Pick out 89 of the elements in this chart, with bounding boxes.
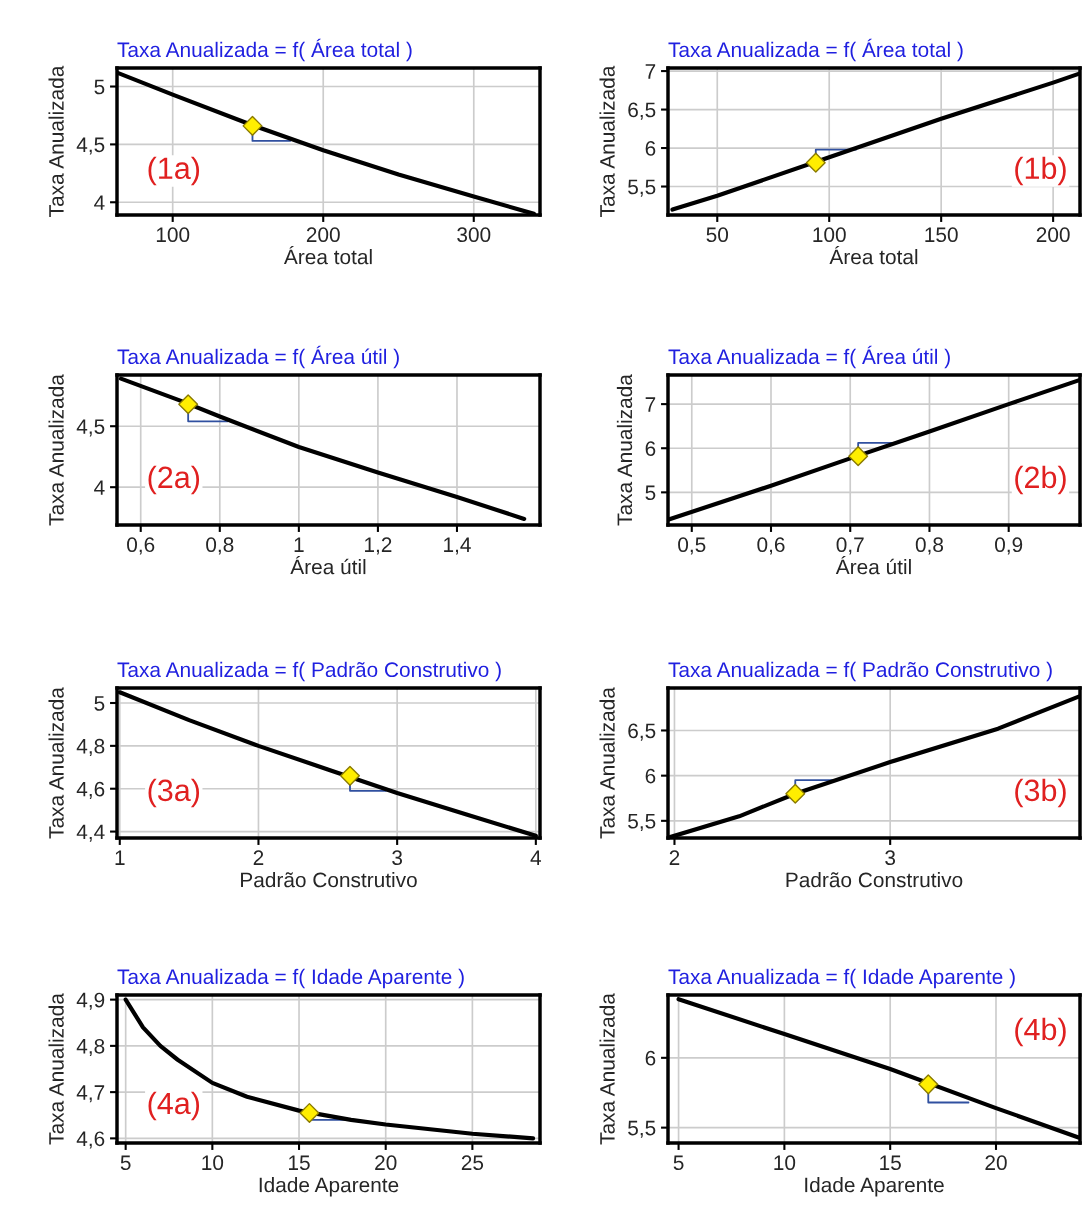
x-tick-label: 15 <box>880 1155 901 1171</box>
x-tick-label: 5 <box>673 1155 684 1171</box>
x-tick-label: 150 <box>925 227 958 243</box>
y-axis-title: Taxa Anualizada <box>599 993 615 1145</box>
y-tick-label: 5 <box>94 696 105 711</box>
y-tick-label: 4,5 <box>76 137 105 155</box>
x-tick-label: 1,2 <box>365 537 392 555</box>
x-tick-label: 2 <box>669 850 680 865</box>
y-tick-label: 4,8 <box>76 1038 105 1057</box>
y-axis-title: Taxa Anualizada <box>599 687 615 839</box>
y-tick-label: 4,7 <box>76 1085 105 1103</box>
chart-title: Taxa Anualizada = f( Padrão Construtivo ) <box>668 661 1052 682</box>
x-axis-title: Área total <box>283 246 372 265</box>
chart-title: Taxa Anualizada = f( Área útil ) <box>668 345 950 369</box>
annotation: (1a) <box>148 156 200 186</box>
annotation: (3b) <box>1015 778 1066 808</box>
x-axis-title: Padrão Construtivo <box>786 872 963 888</box>
y-tick-label: 5,5 <box>628 1120 656 1138</box>
x-tick-label: 0,8 <box>915 537 944 555</box>
x-tick-label: 100 <box>156 227 190 243</box>
x-tick-label: 0,7 <box>836 537 864 555</box>
y-tick-label: 4,4 <box>76 824 105 842</box>
y-tick-label: 7 <box>645 64 656 79</box>
y-tick-label: 6 <box>645 441 656 456</box>
x-axis-title: Padrão Construtivo <box>241 872 417 888</box>
x-tick-label: 20 <box>985 1155 1007 1171</box>
x-tick-label: 0,8 <box>206 537 234 555</box>
y-tick-label: 4,6 <box>76 1131 105 1149</box>
y-axis-title: Taxa Anualizada <box>48 993 64 1145</box>
y-axis-title: Taxa Anualizada <box>599 65 615 217</box>
y-axis-title: Taxa Anualizada <box>48 65 64 217</box>
y-tick-label: 5 <box>94 79 105 95</box>
x-tick-label: 25 <box>461 1155 484 1171</box>
x-tick-label: 200 <box>1036 227 1070 243</box>
x-tick-label: 1,4 <box>444 537 471 555</box>
annotation: (2a) <box>148 465 200 495</box>
y-tick-label: 6 <box>645 1050 656 1066</box>
x-tick-label: 100 <box>813 227 846 243</box>
annotation: (4b) <box>1015 1017 1066 1047</box>
chart-title: Taxa Anualizada = f( Padrão Construtivo ) <box>117 661 501 682</box>
x-tick-label: 15 <box>289 1155 310 1171</box>
x-tick-label: 0,6 <box>127 537 155 555</box>
x-tick-label: 0,5 <box>678 537 706 555</box>
chart-title: Taxa Anualizada = f( Área útil ) <box>117 345 399 369</box>
x-axis-title: Idade Aparente <box>805 1177 944 1197</box>
x-tick-label: 50 <box>706 227 729 243</box>
x-tick-label: 0,9 <box>995 537 1023 555</box>
x-axis-title: Área útil <box>290 556 366 575</box>
x-tick-label: 10 <box>774 1155 796 1171</box>
x-axis-title: Idade Aparente <box>259 1177 399 1197</box>
x-axis-title: Área útil <box>835 556 911 575</box>
x-tick-label: 300 <box>457 227 491 243</box>
y-tick-label: 5,5 <box>628 179 656 197</box>
y-tick-label: 4,5 <box>76 419 105 437</box>
y-tick-label: 6,5 <box>628 102 656 120</box>
annotation: (2b) <box>1015 465 1066 495</box>
x-tick-label: 5 <box>120 1155 131 1171</box>
y-tick-label: 6,5 <box>628 723 656 741</box>
x-tick-label: 3 <box>885 850 896 866</box>
y-tick-label: 5,5 <box>628 814 656 832</box>
x-tick-label: 1 <box>294 537 304 552</box>
y-tick-label: 6 <box>645 141 656 156</box>
y-axis-title: Taxa Anualizada <box>48 374 64 526</box>
annotation: (1b) <box>1015 156 1066 186</box>
x-tick-label: 10 <box>202 1155 224 1171</box>
y-tick-label: 4,8 <box>76 738 105 757</box>
y-tick-label: 4,6 <box>76 781 105 799</box>
x-tick-label: 0,6 <box>757 537 785 555</box>
chart-title: Taxa Anualizada = f( Idade Aparente ) <box>117 968 464 989</box>
y-tick-label: 5 <box>645 485 656 501</box>
y-axis-title: Taxa Anualizada <box>48 687 64 839</box>
x-tick-label: 3 <box>392 850 403 866</box>
annotation: (4a) <box>148 1091 200 1121</box>
y-tick-label: 4 <box>94 480 105 495</box>
x-tick-label: 20 <box>375 1155 397 1171</box>
y-axis-title: Taxa Anualizada <box>616 374 633 526</box>
x-tick-label: 1 <box>115 850 125 865</box>
x-axis-title: Área total <box>829 246 918 265</box>
annotation: (3a) <box>148 778 200 808</box>
x-tick-label: 200 <box>306 227 340 243</box>
chart-title: Taxa Anualizada = f( Área total ) <box>117 38 412 62</box>
y-tick-label: 4,9 <box>76 992 105 1010</box>
x-tick-label: 4 <box>530 850 542 865</box>
chart-title: Taxa Anualizada = f( Idade Aparente ) <box>668 968 1015 989</box>
y-tick-label: 7 <box>645 397 656 412</box>
y-tick-label: 6 <box>645 768 656 784</box>
chart-title: Taxa Anualizada = f( Área total ) <box>668 38 963 62</box>
y-tick-label: 4 <box>94 195 105 210</box>
x-tick-label: 2 <box>253 850 264 865</box>
